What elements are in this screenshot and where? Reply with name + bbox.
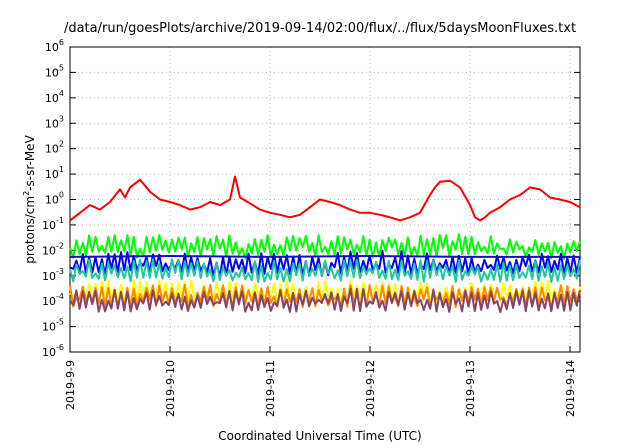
plot-frame [69,46,581,353]
series-line [69,258,581,283]
y-tick-label: 106 [45,38,64,54]
x-tick-label: 2019-9-11 [264,360,277,417]
series-line [69,175,581,222]
y-tick-label: 101 [45,165,64,181]
series-line [69,255,580,258]
x-tick-label: 2019-9-12 [364,360,377,417]
series-line [69,233,581,260]
y-tick-label: 105 [45,63,64,79]
x-tick-label: 2019-9-13 [464,360,477,417]
x-tick-label: 2019-9-14 [564,360,577,417]
y-tick-label: 10-6 [42,343,64,359]
series-line [69,287,581,314]
y-tick-label: 102 [45,140,64,156]
y-tick-label: 10-4 [42,292,64,308]
chart-title: /data/run/goesPlots/archive/2019-09-14/0… [63,21,577,36]
y-tick-label: 103 [45,114,64,130]
y-tick-label: 10-1 [42,216,64,232]
y-tick-label: 104 [45,89,64,105]
y-tick-label: 10-2 [42,241,64,257]
y-axis-label: protons/cm2-s-sr-MeV [22,134,37,263]
y-tick-label: 100 [45,191,64,207]
y-tick-label: 10-3 [42,267,64,283]
y-tick-label: 10-5 [42,318,64,334]
x-axis-label: Coordinated Universal Time (UTC) [218,429,422,443]
x-tick-label: 2019-9-9 [64,360,77,410]
x-tick-label: 2019-9-10 [164,360,177,417]
